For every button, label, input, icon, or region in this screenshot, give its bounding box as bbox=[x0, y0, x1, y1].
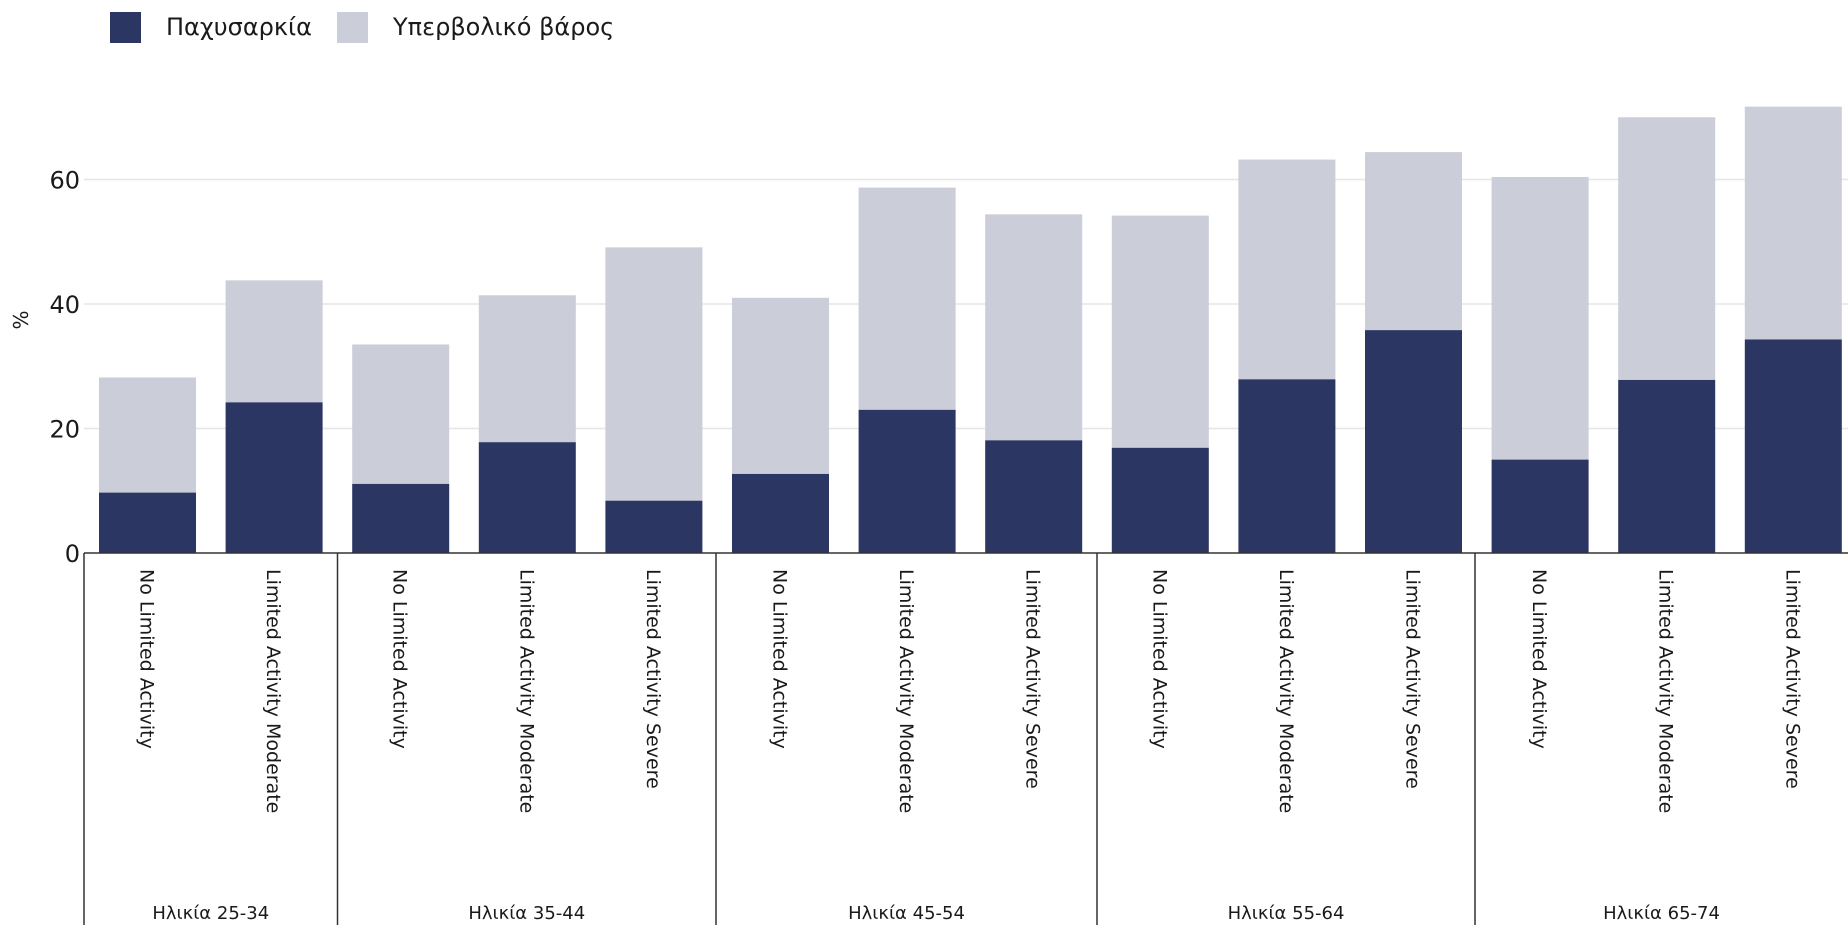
bar-overweight bbox=[858, 187, 956, 410]
x-category-label: Limited Activity Moderate bbox=[262, 569, 284, 813]
y-axis: 0 20 40 60 bbox=[49, 167, 80, 569]
x-category-label: No Limited Activity bbox=[1148, 569, 1170, 749]
bar-overweight bbox=[99, 377, 196, 493]
bar-obesity bbox=[225, 402, 323, 553]
bar-obesity bbox=[605, 500, 703, 553]
x-group-label: Ηλικία 65-74 bbox=[1603, 903, 1720, 924]
y-tick-label: 0 bbox=[65, 540, 80, 568]
bar-overweight bbox=[1365, 152, 1462, 331]
x-group-label: Ηλικία 25-34 bbox=[152, 903, 269, 924]
x-category-label: Limited Activity Severe bbox=[1022, 569, 1044, 789]
y-tick-label: 40 bbox=[49, 291, 80, 319]
y-axis-title: % bbox=[9, 310, 33, 329]
bar-obesity bbox=[1744, 339, 1842, 553]
x-category-label: No Limited Activity bbox=[769, 569, 791, 749]
bar-overweight bbox=[1238, 159, 1336, 380]
x-category-label: No Limited Activity bbox=[1528, 569, 1550, 749]
x-group-label: Ηλικία 35-44 bbox=[468, 903, 585, 924]
x-category-label: Limited Activity Severe bbox=[642, 569, 664, 789]
bar-obesity bbox=[985, 440, 1083, 553]
legend-label-overweight: Υπερβολικό βάρος bbox=[392, 13, 614, 41]
bar-obesity bbox=[732, 473, 829, 553]
x-group-label: Ηλικία 55-64 bbox=[1228, 903, 1345, 924]
legend-swatch-obesity bbox=[110, 12, 141, 43]
bar-obesity bbox=[1111, 447, 1209, 553]
bar-obesity bbox=[1491, 459, 1589, 553]
x-category-label: Limited Activity Moderate bbox=[1275, 569, 1297, 813]
x-category-label: Limited Activity Severe bbox=[1402, 569, 1424, 789]
x-category-label: Limited Activity Moderate bbox=[1655, 569, 1677, 813]
bar-obesity bbox=[1238, 379, 1336, 553]
bar-obesity bbox=[858, 409, 956, 553]
x-category-label: No Limited Activity bbox=[389, 569, 411, 749]
bar-overweight bbox=[1744, 106, 1842, 340]
bar-overweight bbox=[1491, 177, 1589, 460]
bar-obesity bbox=[478, 442, 576, 553]
x-group-label: Ηλικία 45-54 bbox=[848, 903, 965, 924]
x-category-label: Limited Activity Moderate bbox=[895, 569, 917, 813]
bar-overweight bbox=[1618, 117, 1716, 380]
x-category-label: No Limited Activity bbox=[136, 569, 158, 749]
bar-obesity bbox=[99, 492, 196, 553]
x-category-label: Limited Activity Moderate bbox=[515, 569, 537, 813]
bars bbox=[99, 106, 1842, 553]
bar-overweight bbox=[985, 214, 1083, 441]
bar-overweight bbox=[605, 247, 703, 501]
legend-swatch-overweight bbox=[337, 12, 368, 43]
y-tick-label: 60 bbox=[49, 167, 80, 195]
bar-overweight bbox=[732, 297, 829, 474]
bar-overweight bbox=[352, 344, 450, 484]
legend-label-obesity: Παχυσαρκία bbox=[166, 13, 312, 41]
bar-obesity bbox=[352, 483, 450, 553]
bar-obesity bbox=[1618, 379, 1716, 553]
bar-overweight bbox=[1111, 215, 1209, 448]
bar-overweight bbox=[225, 280, 323, 403]
x-axis: No Limited Activity Limited Activity Mode… bbox=[83, 552, 1848, 925]
x-category-label: Limited Activity Severe bbox=[1781, 569, 1803, 789]
legend: Παχυσαρκία Υπερβολικό βάρος bbox=[110, 12, 614, 43]
y-tick-label: 20 bbox=[49, 416, 80, 444]
bar-overweight bbox=[478, 295, 576, 443]
bar-obesity bbox=[1365, 330, 1462, 553]
